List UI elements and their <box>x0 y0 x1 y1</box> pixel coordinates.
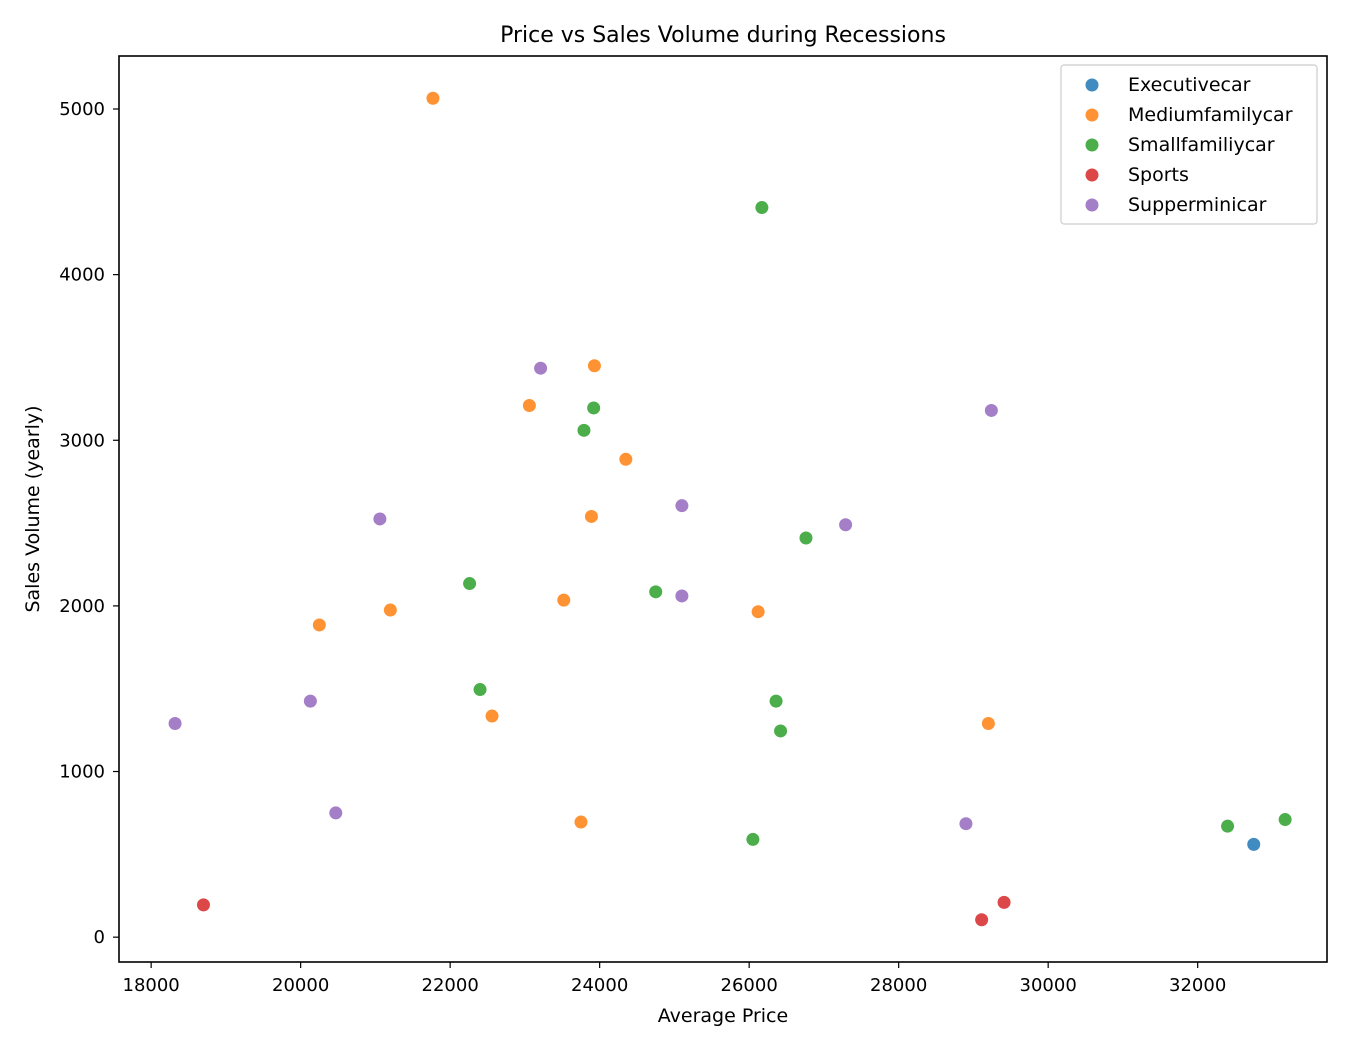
x-tick-label: 24000 <box>571 975 628 996</box>
data-point-mediumfamilycar <box>619 452 633 466</box>
legend-label-sports: Sports <box>1128 164 1189 186</box>
legend: Executivecar Mediumfamilycar Smallfamiliyc… <box>1060 64 1318 225</box>
data-point-supperminicar <box>984 403 998 417</box>
x-tick-label: 28000 <box>870 975 927 996</box>
data-point-executivecar <box>1247 837 1261 851</box>
data-point-smallfamiliycar <box>1221 819 1235 833</box>
data-point-mediumfamilycar <box>584 509 598 523</box>
legend-label-mediumfamilycar: Mediumfamilycar <box>1128 104 1293 126</box>
plot-area <box>118 55 1328 963</box>
data-point-smallfamiliycar <box>649 585 663 599</box>
legend-box <box>1060 64 1318 225</box>
x-tick-label: 20000 <box>272 975 329 996</box>
data-point-supperminicar <box>373 512 387 526</box>
data-point-smallfamiliycar <box>799 531 813 545</box>
data-point-sports <box>196 898 210 912</box>
data-point-supperminicar <box>168 716 182 730</box>
data-point-smallfamiliycar <box>577 423 591 437</box>
y-axis: 0 1000 2000 3000 4000 5000 <box>59 99 119 948</box>
x-tick-label: 30000 <box>1020 975 1077 996</box>
data-points <box>168 91 1292 927</box>
data-point-smallfamiliycar <box>463 577 477 591</box>
data-point-mediumfamilycar <box>981 716 995 730</box>
data-point-supperminicar <box>959 817 973 831</box>
x-axis: 18000 20000 22000 24000 26000 28000 30000 32000 <box>123 962 1226 996</box>
legend-marker-executivecar <box>1085 78 1099 92</box>
data-point-smallfamiliycar <box>755 201 769 215</box>
x-tick-label: 26000 <box>721 975 778 996</box>
data-point-mediumfamilycar <box>587 359 601 373</box>
data-point-supperminicar <box>303 694 317 708</box>
x-tick-label: 22000 <box>422 975 479 996</box>
data-point-smallfamiliycar <box>587 401 601 415</box>
legend-label-supperminicar: Supperminicar <box>1128 194 1267 216</box>
data-point-mediumfamilycar <box>485 709 499 723</box>
y-tick-label: 2000 <box>59 596 105 617</box>
y-axis-label: Sales Volume (yearly) <box>22 405 44 612</box>
x-tick-label: 18000 <box>123 975 180 996</box>
data-point-supperminicar <box>675 589 689 603</box>
data-point-mediumfamilycar <box>574 815 588 829</box>
data-point-mediumfamilycar <box>751 605 765 619</box>
data-point-sports <box>975 913 989 927</box>
chart-title: Price vs Sales Volume during Recessions <box>500 23 946 48</box>
legend-marker-mediumfamilycar <box>1085 108 1099 122</box>
y-tick-label: 1000 <box>59 762 105 783</box>
data-point-smallfamiliycar <box>746 832 760 846</box>
data-point-smallfamiliycar <box>473 683 487 697</box>
legend-marker-smallfamiliycar <box>1085 138 1099 152</box>
data-point-supperminicar <box>675 499 689 513</box>
data-point-supperminicar <box>839 518 853 532</box>
data-point-smallfamiliycar <box>774 724 788 738</box>
legend-marker-supperminicar <box>1085 198 1099 212</box>
legend-label-executivecar: Executivecar <box>1128 74 1251 96</box>
data-point-mediumfamilycar <box>426 91 440 105</box>
legend-label-smallfamiliycar: Smallfamiliycar <box>1128 134 1275 156</box>
x-axis-label: Average Price <box>658 1005 788 1027</box>
data-point-smallfamiliycar <box>769 694 783 708</box>
data-point-mediumfamilycar <box>312 618 326 632</box>
y-tick-label: 3000 <box>59 430 105 451</box>
data-point-mediumfamilycar <box>557 593 571 607</box>
data-point-supperminicar <box>329 806 343 820</box>
data-point-mediumfamilycar <box>522 398 536 412</box>
data-point-smallfamiliycar <box>1278 813 1292 827</box>
y-tick-label: 4000 <box>59 265 105 286</box>
y-tick-label: 5000 <box>59 99 105 120</box>
data-point-supperminicar <box>534 361 548 375</box>
data-point-mediumfamilycar <box>383 603 397 617</box>
data-point-sports <box>997 895 1011 909</box>
x-tick-label: 32000 <box>1169 975 1226 996</box>
legend-marker-sports <box>1085 168 1099 182</box>
y-tick-label: 0 <box>94 927 105 948</box>
